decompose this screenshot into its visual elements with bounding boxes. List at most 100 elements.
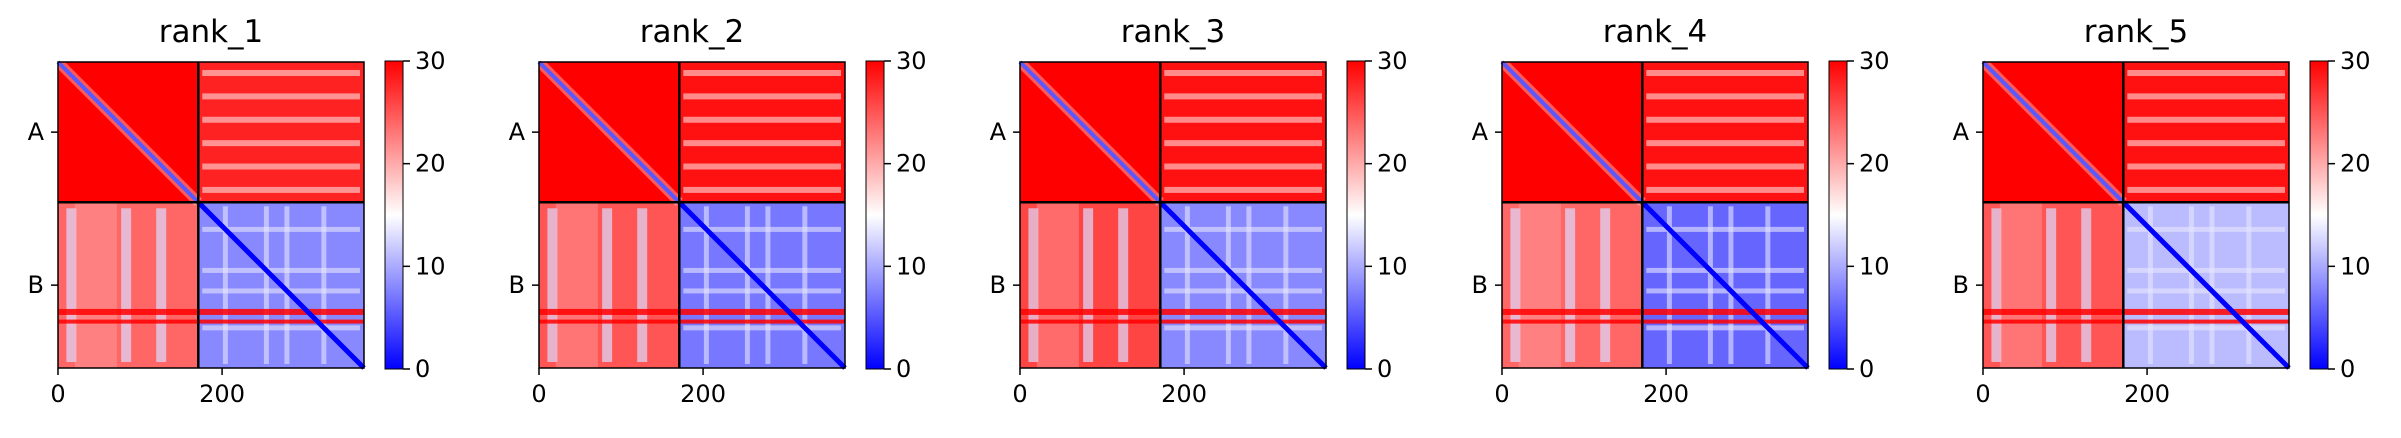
bb-stripe [2127,267,2285,273]
ab-texture [1646,93,1804,100]
ab-texture [2127,93,2285,100]
bb-stripe [802,206,808,364]
ab-texture [1164,140,1322,147]
ba-stripe [2081,208,2092,362]
bb-stripe [683,226,841,232]
chart-title: rank_4 [1603,14,1708,50]
bb-stripe [284,206,290,364]
y-tick-label: B [1953,271,1969,299]
colorbar-tick-label: 0 [896,355,911,383]
bb-stripe [1246,206,1252,364]
ab-texture [202,93,360,100]
y-tick-label: A [1953,118,1970,146]
colorbar-tick-label: 0 [415,355,430,383]
x-tick-label: 200 [2124,380,2170,408]
colorbar-tick-label: 30 [2340,47,2371,75]
diagonal-A [537,60,681,204]
ba-stripe [547,208,558,362]
colorbar-tick-label: 0 [2340,355,2355,383]
y-tick-label: B [28,271,44,299]
ab-texture [202,116,360,123]
colorbar-tick-label: 10 [896,252,927,280]
ab-texture [2127,140,2285,147]
chart-title: rank_5 [2084,14,2189,50]
ba-wash [1518,202,1561,368]
axes-frame [57,61,365,369]
bb-stripe [1164,325,1322,331]
bb-stripe [1765,206,1771,364]
diagonal-A [56,60,200,204]
ab-texture [1646,163,1804,170]
diagonal-A [1500,60,1644,204]
block-AB [2123,62,2289,203]
colorbar-tick-label: 20 [415,150,446,178]
diagonal-A-halo [535,58,683,206]
colorbar [1346,60,1366,370]
x-tick-label: 200 [199,380,245,408]
ab-texture [1164,93,1322,100]
bb-stripe [2188,206,2194,364]
chart-panel-1: rank_1 A B 0 200 0 10 20 30 [28,14,446,408]
bb-stripe [1164,226,1322,232]
colorbar-tick-label: 20 [1377,150,1408,178]
diagonal-B [1640,200,1810,370]
colorbar-tick-label: 30 [1377,47,1408,75]
ba-stripe [1083,208,1094,362]
y-tick-label: A [990,118,1007,146]
heatmap [1979,58,2291,370]
colorbar-tick-label: 30 [1859,47,1890,75]
colorbar [2309,60,2329,370]
bb-stripe [765,206,771,364]
axes-frame [538,61,846,369]
colorbar-tick-label: 10 [2340,252,2371,280]
ba-wash [1036,202,1079,368]
bb-stripe [2147,206,2153,364]
heatmap [1016,58,1328,370]
block-AB [198,62,364,203]
x-tick-label: 0 [1494,380,1509,408]
chart-panel-5: rank_5 A B 0 200 0 10 20 30 [1953,14,2371,408]
ba-stripe [637,208,648,362]
ab-texture [683,140,841,147]
ab-texture [202,140,360,147]
ab-texture [1646,186,1804,193]
ab-texture [683,93,841,100]
bb-red-band [1983,319,2289,324]
bb-stripe [1707,206,1713,364]
colorbar-tick-label: 0 [1859,355,1874,383]
colorbar [384,60,404,370]
block-AB [679,62,845,203]
ba-stripe [1118,208,1129,362]
bb-red-band [58,308,364,315]
bb-stripe [202,325,360,331]
ba-stripe [66,208,77,362]
y-tick-label: A [1472,118,1489,146]
ba-stripe [1565,208,1576,362]
bb-red-band [1983,308,2289,315]
bb-stripe [2127,288,2285,294]
block-AB [1642,62,1808,203]
y-tick-label: A [28,118,45,146]
bb-stripe [1225,206,1231,364]
ab-texture [1646,116,1804,123]
ab-texture [202,70,360,76]
colorbar-tick-label: 0 [1377,355,1392,383]
ab-texture [2127,70,2285,76]
y-tick-label: B [509,271,525,299]
axes-frame [1019,61,1327,369]
ba-wash [74,202,117,368]
diagonal-B [1158,200,1328,370]
ab-texture [1646,70,1804,76]
axes-frame [1982,61,2290,369]
bb-red-band [1020,319,1326,324]
heatmap [1498,58,1810,370]
bb-stripe [683,288,841,294]
x-tick-label: 200 [1161,380,1207,408]
ab-texture [1164,186,1322,193]
chart-title: rank_3 [1121,14,1226,50]
chart-panel-2: rank_2 A B 0 200 0 10 20 30 [509,14,927,408]
bb-stripe [2246,206,2252,364]
diagonal-A-halo [1498,58,1646,206]
bb-stripe [1646,325,1804,331]
bb-stripe [1646,288,1804,294]
